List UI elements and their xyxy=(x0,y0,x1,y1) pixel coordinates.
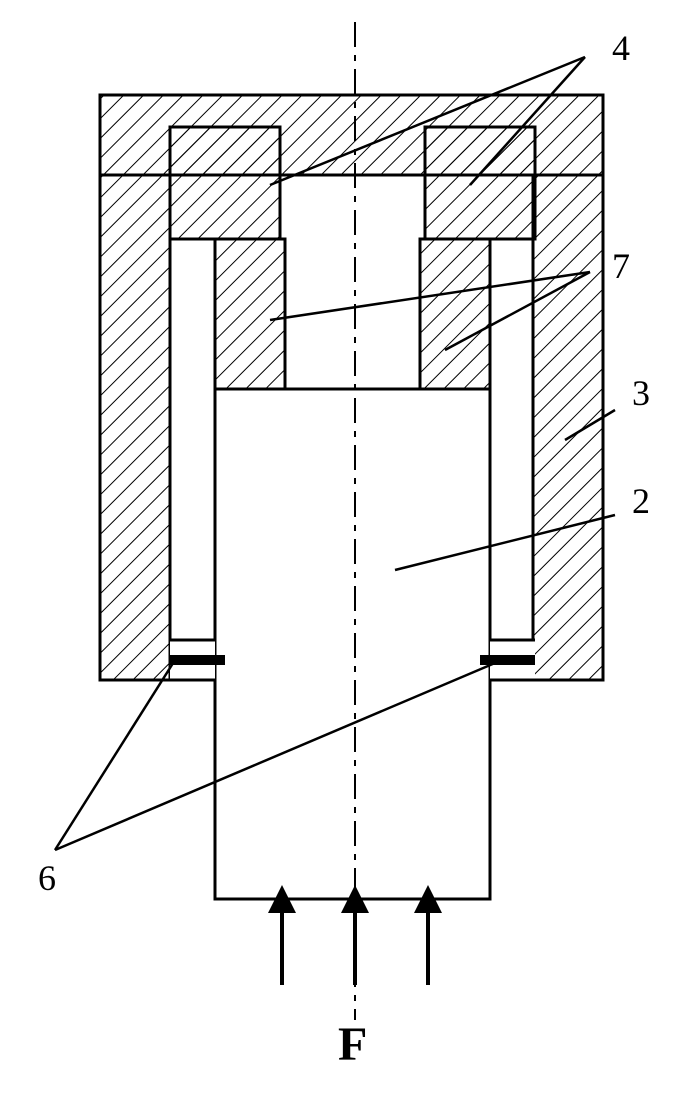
leader-6-0 xyxy=(55,660,175,850)
outer-housing-left xyxy=(100,175,170,680)
plunger xyxy=(215,389,490,899)
engineering-diagram: 2 3 4 6 7 F xyxy=(20,20,683,1087)
label-F: F xyxy=(338,1018,367,1071)
label-3: 3 xyxy=(632,373,650,413)
upper-ring-left xyxy=(170,127,280,239)
label-4: 4 xyxy=(612,28,630,68)
upper-ring-right xyxy=(425,127,535,239)
bar-6-right xyxy=(480,655,535,665)
outer-housing-right xyxy=(533,175,603,680)
middle-ring-right xyxy=(420,239,490,389)
bar-6-left xyxy=(170,655,225,665)
label-7: 7 xyxy=(612,246,630,286)
middle-ring-left xyxy=(215,239,285,389)
label-2: 2 xyxy=(632,481,650,521)
label-6: 6 xyxy=(38,858,56,898)
